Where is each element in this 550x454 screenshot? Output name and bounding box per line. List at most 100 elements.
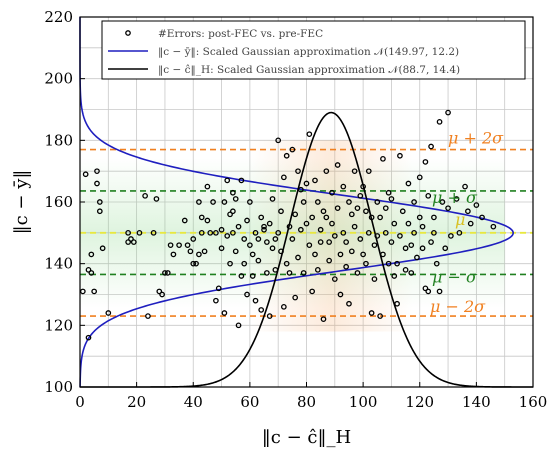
scatter-point — [473, 202, 480, 208]
reference-labels: μ + 2σ μ + σ μ μ − σ μ − 2σ — [430, 129, 504, 317]
scatter-point — [453, 196, 460, 202]
scatter-point — [297, 226, 304, 233]
scatter-point — [261, 226, 267, 233]
scatter-point — [201, 248, 208, 255]
scatter-point — [196, 251, 202, 258]
y-tick-label: 220 — [44, 8, 73, 26]
scatter-point — [371, 276, 378, 282]
scatter-point — [303, 180, 310, 187]
scatter-point — [249, 273, 256, 279]
scatter-point — [425, 192, 432, 199]
scatter-point — [91, 288, 98, 295]
scatter-point — [428, 143, 434, 150]
scatter-point — [416, 174, 423, 181]
scatter-point — [196, 199, 202, 205]
scatter-point — [241, 260, 248, 267]
scatter-point — [227, 260, 233, 267]
x-tick-label: 80 — [297, 393, 316, 411]
scatter-point — [334, 205, 341, 212]
scatter-point — [354, 205, 361, 212]
scatter-point — [162, 270, 168, 276]
reference-label: μ — [455, 210, 465, 229]
scatter-point — [368, 214, 375, 221]
scatter-point — [462, 183, 468, 190]
scatter-point — [346, 300, 352, 307]
scatter-point — [382, 205, 389, 212]
scatter-point — [221, 199, 228, 205]
scatter-point — [408, 242, 415, 249]
scatter-point — [255, 236, 262, 242]
x-tick-label: 60 — [240, 393, 259, 411]
scatter-point — [306, 131, 313, 138]
scatter-point — [145, 313, 151, 319]
scatter-point — [264, 239, 270, 245]
scatter-point — [272, 236, 279, 242]
scatter-point — [198, 229, 205, 236]
scatter-point — [382, 229, 389, 236]
scatter-point — [264, 270, 270, 276]
scatter-point — [142, 192, 148, 199]
scatter-point — [309, 288, 316, 295]
x-tick-label: 20 — [127, 393, 146, 411]
scatter-point — [394, 300, 400, 307]
scatter-point — [164, 270, 171, 276]
scatter-point — [331, 233, 338, 239]
scatter-point — [272, 266, 279, 273]
scatter-point — [317, 226, 324, 233]
scatter-point — [230, 189, 236, 196]
scatter-point — [363, 208, 369, 215]
scatter-point — [414, 254, 420, 261]
scatter-point — [99, 245, 106, 252]
scatter-point — [445, 205, 451, 212]
x-tick-label: 40 — [184, 393, 203, 411]
scatter-point — [295, 254, 301, 261]
scatter-point — [300, 199, 307, 205]
scatter-point — [314, 266, 321, 273]
scatter-point — [334, 162, 341, 168]
scatter-point — [419, 245, 426, 252]
scatter-point — [275, 229, 282, 236]
scatter-point — [82, 171, 89, 178]
scatter-point — [365, 168, 372, 175]
scatter-point — [176, 242, 182, 249]
scatter-point — [380, 155, 386, 162]
scatter-point — [479, 214, 485, 221]
scatter-point — [289, 146, 296, 153]
scatter-point — [385, 260, 392, 267]
scatter-point — [289, 236, 296, 242]
scatter-point — [213, 229, 219, 236]
scatter-point — [374, 233, 381, 239]
scatter-point — [431, 214, 437, 221]
scatter-point — [292, 211, 299, 218]
scatter-point — [371, 242, 378, 249]
scatter-point — [230, 208, 236, 215]
scatter-point — [247, 242, 253, 249]
scatter-point — [380, 251, 386, 258]
scatter-point — [303, 220, 310, 227]
scatter-point — [351, 223, 358, 230]
scatter-point — [405, 220, 412, 227]
scatter-point — [295, 168, 301, 175]
scatter-point — [190, 236, 197, 242]
x-tick-label: 0 — [75, 393, 85, 411]
scatter-point — [181, 217, 188, 224]
scatter-point — [329, 220, 335, 227]
scatter-point — [204, 183, 211, 190]
axes: 0 20 40 60 80 100 120 140 160 100 120 140 160 180 200 2… — [11, 8, 547, 448]
scatter-point — [343, 263, 349, 270]
scatter-point — [323, 214, 330, 221]
scatter-point — [227, 211, 233, 218]
scatter-point — [419, 223, 426, 230]
x-tick-label: 120 — [405, 393, 434, 411]
y-tick-label: 160 — [44, 193, 73, 211]
scatter-point — [255, 257, 262, 264]
scatter-point — [261, 223, 267, 230]
scatter-point — [252, 229, 259, 236]
scatter-point — [343, 239, 349, 245]
scatter-point — [360, 251, 366, 258]
scatter-point — [88, 251, 95, 258]
scatter-point — [269, 245, 276, 252]
scatter-point — [323, 168, 330, 175]
scatter-point — [275, 137, 282, 144]
scatter-point — [96, 199, 103, 205]
